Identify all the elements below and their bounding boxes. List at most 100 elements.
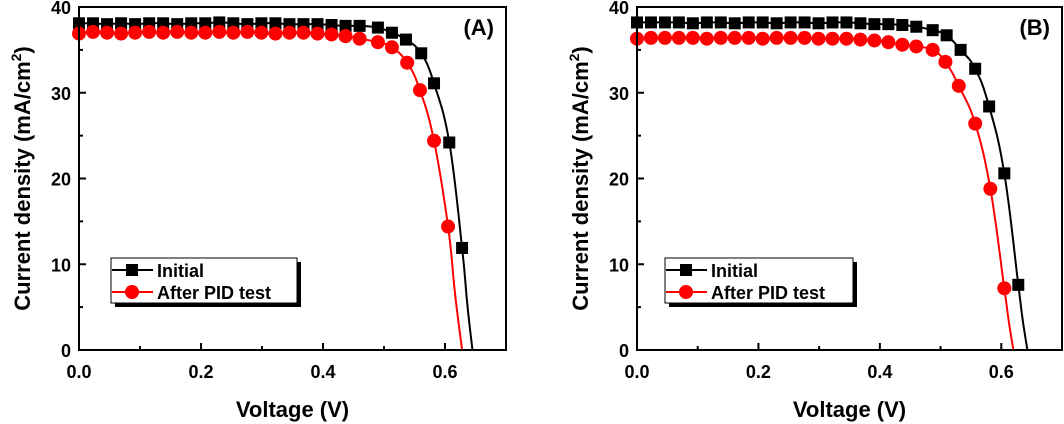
data-point [756,16,769,29]
legend-entry-after-pid: After PID test [666,283,825,303]
data-point [969,62,982,75]
x-tick-label: 0.0 [624,362,649,382]
data-point [254,25,269,40]
y-tick-label: 40 [51,0,71,18]
data-point [227,17,240,30]
data-point [755,31,770,46]
data-point [867,33,882,48]
data-point [938,54,953,69]
legend-marker-square [126,264,138,276]
data-point [296,25,311,40]
data-point [727,30,742,45]
y-tick-label: 10 [609,255,629,275]
y-axis-title: Current density (mA/cm2) [8,46,35,311]
data-point [840,16,853,29]
data-point [255,17,268,30]
data-point [686,17,699,30]
data-point [115,17,128,30]
data-point [742,16,755,29]
x-axis-title: Voltage (V) [236,397,349,422]
data-point [157,17,170,30]
data-point [199,17,212,30]
data-point [226,25,241,40]
data-point [156,25,171,40]
data-point [212,24,227,39]
data-point [441,219,456,234]
data-point [998,167,1011,180]
data-point [798,16,811,29]
data-point [770,17,783,30]
series-markers-after-pid [72,24,456,234]
legend-marker-square [680,264,692,276]
data-point [428,77,441,90]
data-point [427,133,442,148]
data-point [658,16,671,29]
legend-marker-circle [125,285,139,299]
data-point [240,24,255,39]
data-point [728,17,741,30]
data-point [825,31,840,46]
data-point [399,33,412,46]
data-point [671,30,686,45]
x-tick-label: 0.6 [989,362,1014,382]
data-point [353,19,366,32]
data-point [644,16,657,29]
data-point [282,25,297,40]
legend-box [110,257,298,304]
data-point [910,20,923,33]
y-tick-label: 30 [609,84,629,104]
data-point [839,31,854,46]
data-point [784,16,797,29]
data-point [384,40,399,55]
x-tick-label: 0.4 [310,362,335,382]
data-point [968,116,983,131]
chart-panel-a: 0.0 0.2 0.4 0.6 0 10 20 30 40 Voltage (V) Current … [8,0,507,422]
data-point [142,24,157,39]
data-point [954,43,967,56]
data-point [128,25,143,40]
data-point [983,181,998,196]
series-markers-after-pid [630,30,1012,296]
data-point [714,16,727,29]
data-point [269,17,282,30]
legend-label: Initial [711,261,758,281]
data-point [672,16,685,29]
legend-label: After PID test [711,283,825,303]
data-point [185,17,198,30]
data-point [853,32,868,47]
data-point [951,78,966,93]
data-point [643,30,658,45]
data-point [854,17,867,30]
data-point [385,26,398,39]
data-point [940,29,953,42]
x-tick-label: 0.2 [746,362,771,382]
data-point [324,27,339,42]
data-point [456,241,469,254]
data-point [268,26,283,41]
data-point [400,55,415,70]
data-point [311,18,324,31]
data-point [741,30,756,45]
data-point [657,30,672,45]
data-point [415,47,428,60]
chart-panel-b: 0.0 0.2 0.4 0.6 0 10 20 30 40 Voltage (V) Current … [566,0,1063,422]
data-point [86,24,101,39]
data-point [412,83,427,98]
series-markers-initial [73,16,469,254]
x-tick-label: 0.6 [432,362,457,382]
legend-entry-initial: Initial [112,261,204,281]
data-point [443,136,456,149]
data-point [983,100,996,113]
data-point [1012,278,1025,291]
data-point [213,16,226,29]
data-point [811,31,826,46]
data-point [339,19,352,32]
data-point [699,31,714,46]
data-point [685,30,700,45]
data-point [310,26,325,41]
data-point [925,42,940,57]
legend-label: Initial [157,261,204,281]
x-tick-label: 0.4 [867,362,892,382]
data-point [826,16,839,29]
